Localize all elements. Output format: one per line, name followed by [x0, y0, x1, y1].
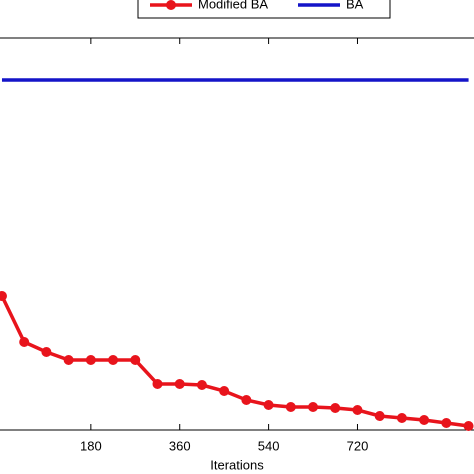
series-marker	[396, 413, 407, 423]
series-marker	[174, 379, 185, 389]
legend-label: Modified BA	[198, 0, 268, 11]
series-marker	[308, 402, 319, 412]
series-marker	[352, 405, 363, 415]
series-marker	[463, 421, 474, 431]
series-marker	[374, 411, 385, 421]
series-line	[0, 295, 469, 428]
series-marker	[152, 379, 163, 389]
series-marker	[0, 291, 7, 301]
series-marker	[419, 415, 430, 425]
series-marker	[19, 337, 30, 347]
series-marker	[219, 386, 230, 396]
legend-marker	[166, 0, 176, 10]
series-marker	[196, 380, 207, 390]
series-marker	[441, 418, 452, 428]
legend-label: BA	[346, 0, 364, 11]
series-marker	[108, 355, 119, 365]
x-tick-label: 180	[80, 438, 102, 453]
series-marker	[241, 395, 252, 405]
series-marker	[63, 355, 74, 365]
series-marker	[330, 403, 341, 413]
series-marker	[285, 402, 296, 412]
x-tick-label: 720	[347, 438, 369, 453]
series-marker	[130, 355, 141, 365]
series-marker	[85, 355, 96, 365]
x-tick-label: 540	[258, 438, 280, 453]
series-marker	[263, 400, 274, 410]
x-tick-label: 360	[169, 438, 191, 453]
series-marker	[41, 347, 52, 357]
x-axis-label: Iterations	[210, 457, 264, 472]
